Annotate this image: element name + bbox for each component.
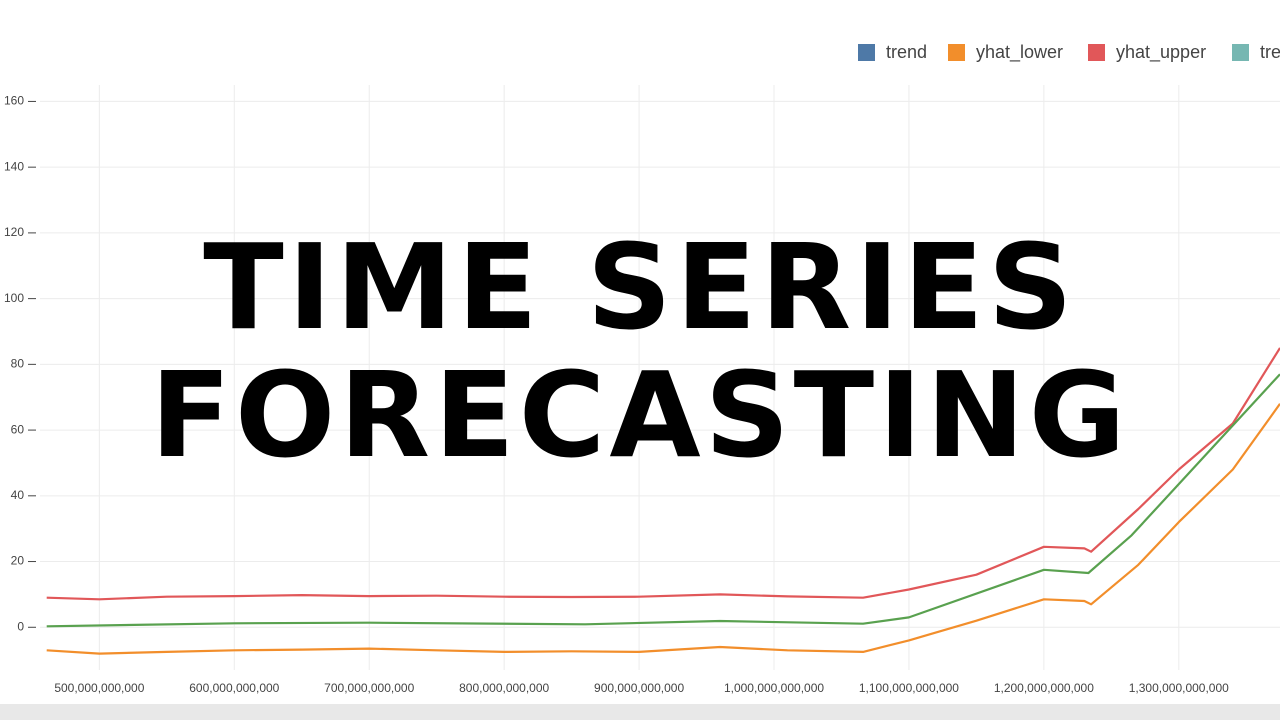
y-tick-label: 80	[11, 357, 25, 371]
x-tick-label: 800,000,000,000	[459, 681, 549, 695]
y-tick-label: 100	[4, 291, 24, 305]
y-tick-label: 160	[4, 94, 24, 108]
legend-label: trend	[886, 42, 927, 62]
x-tick-label: 1,000,000,000,000	[724, 681, 824, 695]
y-tick-label: 40	[11, 488, 25, 502]
y-tick-label: 20	[11, 554, 25, 568]
series-line	[46, 403, 1280, 655]
legend-label: tre	[1260, 42, 1280, 62]
y-tick-label: 120	[4, 225, 24, 239]
legend-label: yhat_upper	[1116, 42, 1206, 63]
series-line	[46, 373, 1280, 628]
legend-swatch	[1088, 44, 1105, 61]
y-tick-label: 60	[11, 422, 25, 436]
bottom-bar	[0, 704, 1280, 720]
x-tick-label: 1,300,000,000,000	[1129, 681, 1229, 695]
chart-title: TIME SERIES	[203, 218, 1076, 356]
x-tick-label: 1,200,000,000,000	[994, 681, 1094, 695]
x-tick-label: 1,100,000,000,000	[859, 681, 959, 695]
x-tick-label: 900,000,000,000	[594, 681, 684, 695]
x-tick-label: 600,000,000,000	[189, 681, 279, 695]
legend-swatch	[948, 44, 965, 61]
legend-swatch	[858, 44, 875, 61]
y-tick-label: 140	[4, 159, 24, 173]
legend-swatch	[1232, 44, 1249, 61]
y-tick-label: 0	[17, 619, 24, 633]
legend-label: yhat_lower	[976, 42, 1063, 63]
x-tick-label: 500,000,000,000	[54, 681, 144, 695]
chart-title: FORECASTING	[150, 346, 1129, 484]
series-line	[46, 347, 1280, 601]
x-tick-label: 700,000,000,000	[324, 681, 414, 695]
